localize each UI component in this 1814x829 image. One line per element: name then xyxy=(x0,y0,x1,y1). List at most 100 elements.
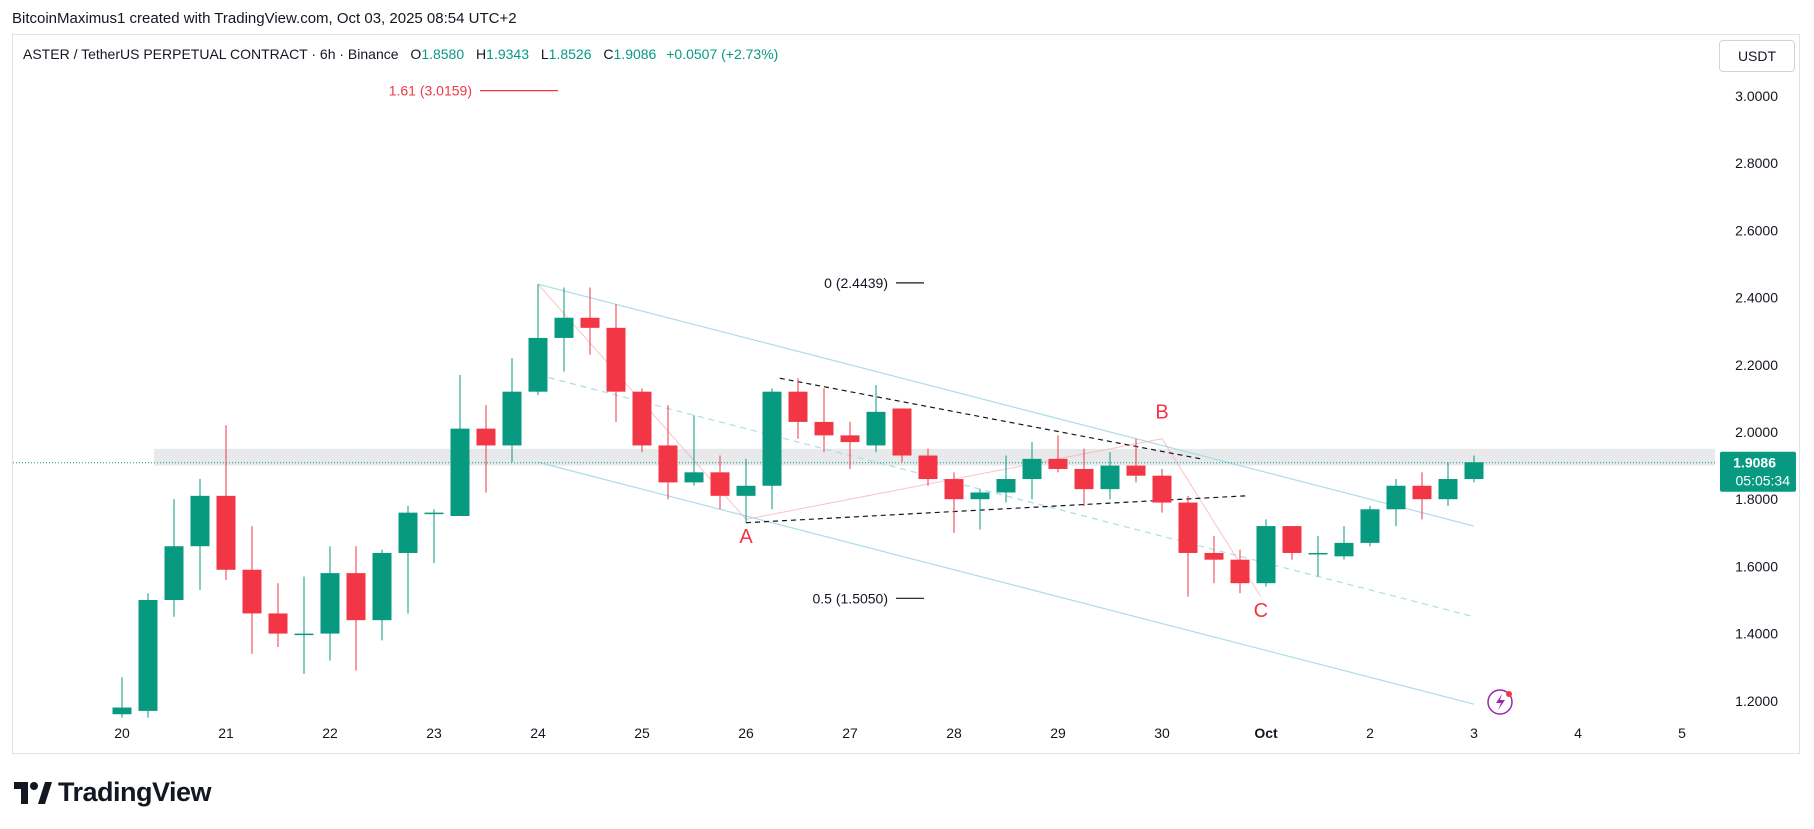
candle-body xyxy=(164,546,184,600)
candle[interactable] xyxy=(1126,438,1146,483)
candle[interactable] xyxy=(1152,468,1172,513)
candle-body xyxy=(138,600,158,711)
candle[interactable] xyxy=(1334,526,1354,560)
candle[interactable] xyxy=(554,287,574,372)
candle[interactable] xyxy=(450,374,470,516)
channel-line-upper xyxy=(537,283,1475,527)
candle[interactable] xyxy=(1282,526,1302,560)
y-axis-tick: 1.2000 xyxy=(1735,693,1778,709)
high-value: 1.9343 xyxy=(486,46,529,62)
candle[interactable] xyxy=(268,583,288,648)
currency-button[interactable]: USDT xyxy=(1719,40,1795,72)
candle[interactable] xyxy=(892,408,912,463)
candle[interactable] xyxy=(190,479,210,590)
candle[interactable] xyxy=(1438,462,1458,506)
change-value: +0.0507 (+2.73%) xyxy=(666,46,779,62)
candle-body xyxy=(944,479,964,500)
candle[interactable] xyxy=(762,388,782,510)
candle[interactable] xyxy=(112,677,132,718)
x-axis-tick: 23 xyxy=(426,725,442,741)
candle-body xyxy=(788,391,808,422)
candle[interactable] xyxy=(346,546,366,671)
candle[interactable] xyxy=(970,489,990,530)
open-value: 1.8580 xyxy=(421,46,465,62)
x-axis-tick: Oct xyxy=(1254,725,1278,741)
candle[interactable] xyxy=(1230,549,1250,594)
x-axis-tick: 26 xyxy=(738,725,754,741)
candle-body xyxy=(1282,526,1302,553)
candle-body xyxy=(1152,475,1172,503)
candle[interactable] xyxy=(606,304,626,422)
chart-frame xyxy=(12,34,1800,754)
x-axis-tick: 27 xyxy=(842,725,858,741)
candle[interactable] xyxy=(1256,519,1276,587)
candle[interactable] xyxy=(1308,536,1328,577)
candle[interactable] xyxy=(1464,455,1484,483)
y-axis-tick: 2.2000 xyxy=(1735,357,1778,373)
candle-body xyxy=(1438,479,1458,500)
tradingview-logo[interactable]: TradingView xyxy=(14,777,212,808)
triangle-line-upper xyxy=(779,377,1202,460)
candle[interactable] xyxy=(242,526,262,654)
flash-icon[interactable] xyxy=(1487,689,1513,715)
candle[interactable] xyxy=(294,576,314,674)
candle[interactable] xyxy=(1360,505,1380,547)
candle[interactable] xyxy=(1386,479,1406,527)
candle[interactable] xyxy=(996,455,1016,503)
tradingview-logo-text: TradingView xyxy=(58,777,212,807)
symbol-title[interactable]: ASTER / TetherUS PERPETUAL CONTRACT · 6h… xyxy=(23,46,399,62)
wave-label-A: A xyxy=(739,526,753,548)
candle-body xyxy=(736,485,756,496)
candle[interactable] xyxy=(736,458,756,523)
candle[interactable] xyxy=(320,546,340,661)
candle-body xyxy=(658,445,678,483)
candle-body xyxy=(1360,509,1380,543)
candle[interactable] xyxy=(684,415,704,486)
x-axis-tick: 5 xyxy=(1678,725,1686,741)
candle-body xyxy=(1334,542,1354,557)
candle[interactable] xyxy=(710,455,730,510)
candle-body xyxy=(1048,458,1068,469)
candle[interactable] xyxy=(918,448,938,486)
candle[interactable] xyxy=(658,405,678,500)
candle-body xyxy=(1412,485,1432,500)
candle[interactable] xyxy=(788,378,808,439)
candle-body xyxy=(580,317,600,328)
candle-body xyxy=(866,411,886,446)
candle[interactable] xyxy=(398,505,418,614)
candle[interactable] xyxy=(632,388,652,453)
candle[interactable] xyxy=(424,509,444,564)
candle[interactable] xyxy=(528,284,548,396)
low-value: 1.8526 xyxy=(548,46,592,62)
candle-body xyxy=(1074,468,1094,490)
candle[interactable] xyxy=(1178,495,1198,597)
candle[interactable] xyxy=(1204,536,1224,584)
candle-body xyxy=(840,435,860,443)
candle[interactable] xyxy=(814,388,834,453)
y-axis-tick: 3.0000 xyxy=(1735,88,1778,104)
candle[interactable] xyxy=(580,287,600,355)
y-axis-tick: 2.0000 xyxy=(1735,424,1778,440)
candle[interactable] xyxy=(372,549,392,641)
candle[interactable] xyxy=(1100,452,1120,500)
candle[interactable] xyxy=(476,405,496,493)
low-label: L xyxy=(540,46,549,62)
y-axis-tick: 2.8000 xyxy=(1735,155,1778,171)
candle[interactable] xyxy=(1022,442,1042,500)
candle[interactable] xyxy=(1074,448,1094,506)
candle[interactable] xyxy=(1412,472,1432,520)
fib-level-label: 1.61 (3.0159) xyxy=(389,83,472,99)
candle[interactable] xyxy=(1048,435,1068,473)
candle[interactable] xyxy=(502,358,522,463)
candle[interactable] xyxy=(164,499,184,617)
x-axis-tick: 2 xyxy=(1366,725,1374,741)
candle-body xyxy=(346,573,366,621)
wave-label-C: C xyxy=(1254,600,1268,622)
candle[interactable] xyxy=(840,421,860,469)
close-label: C xyxy=(603,46,614,62)
candle[interactable] xyxy=(138,593,158,718)
candle[interactable] xyxy=(866,384,886,453)
candle[interactable] xyxy=(216,425,236,580)
candle[interactable] xyxy=(944,472,964,533)
